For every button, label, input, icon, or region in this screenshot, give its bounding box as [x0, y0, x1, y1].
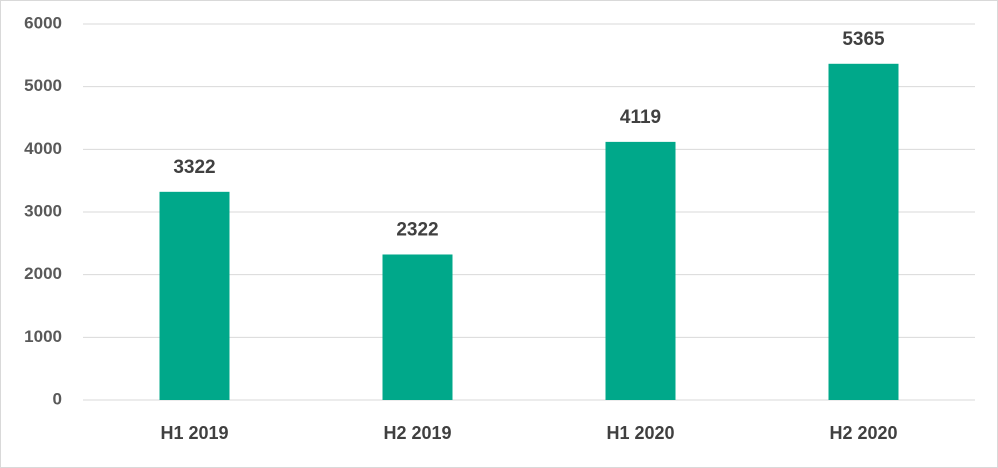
- data-label: 5365: [842, 29, 885, 50]
- y-tick-label: 5000: [24, 76, 62, 95]
- bar: [382, 254, 453, 400]
- x-tick-label: H1 2020: [606, 423, 674, 443]
- y-tick-label: 1000: [24, 327, 62, 346]
- y-tick-label: 4000: [24, 139, 62, 158]
- data-label: 2322: [396, 220, 438, 241]
- x-tick-label: H2 2020: [829, 423, 897, 443]
- bar: [159, 191, 230, 400]
- x-tick-label: H2 2019: [383, 423, 451, 443]
- bar: [828, 63, 899, 400]
- bar: [605, 141, 676, 400]
- x-tick-label: H1 2019: [160, 423, 228, 443]
- y-tick-label: 0: [53, 389, 62, 408]
- data-label: 4119: [620, 107, 661, 128]
- data-label: 3322: [173, 157, 215, 178]
- y-tick-label: 3000: [24, 201, 62, 220]
- y-tick-label: 2000: [24, 264, 62, 283]
- y-tick-label: 6000: [24, 13, 62, 32]
